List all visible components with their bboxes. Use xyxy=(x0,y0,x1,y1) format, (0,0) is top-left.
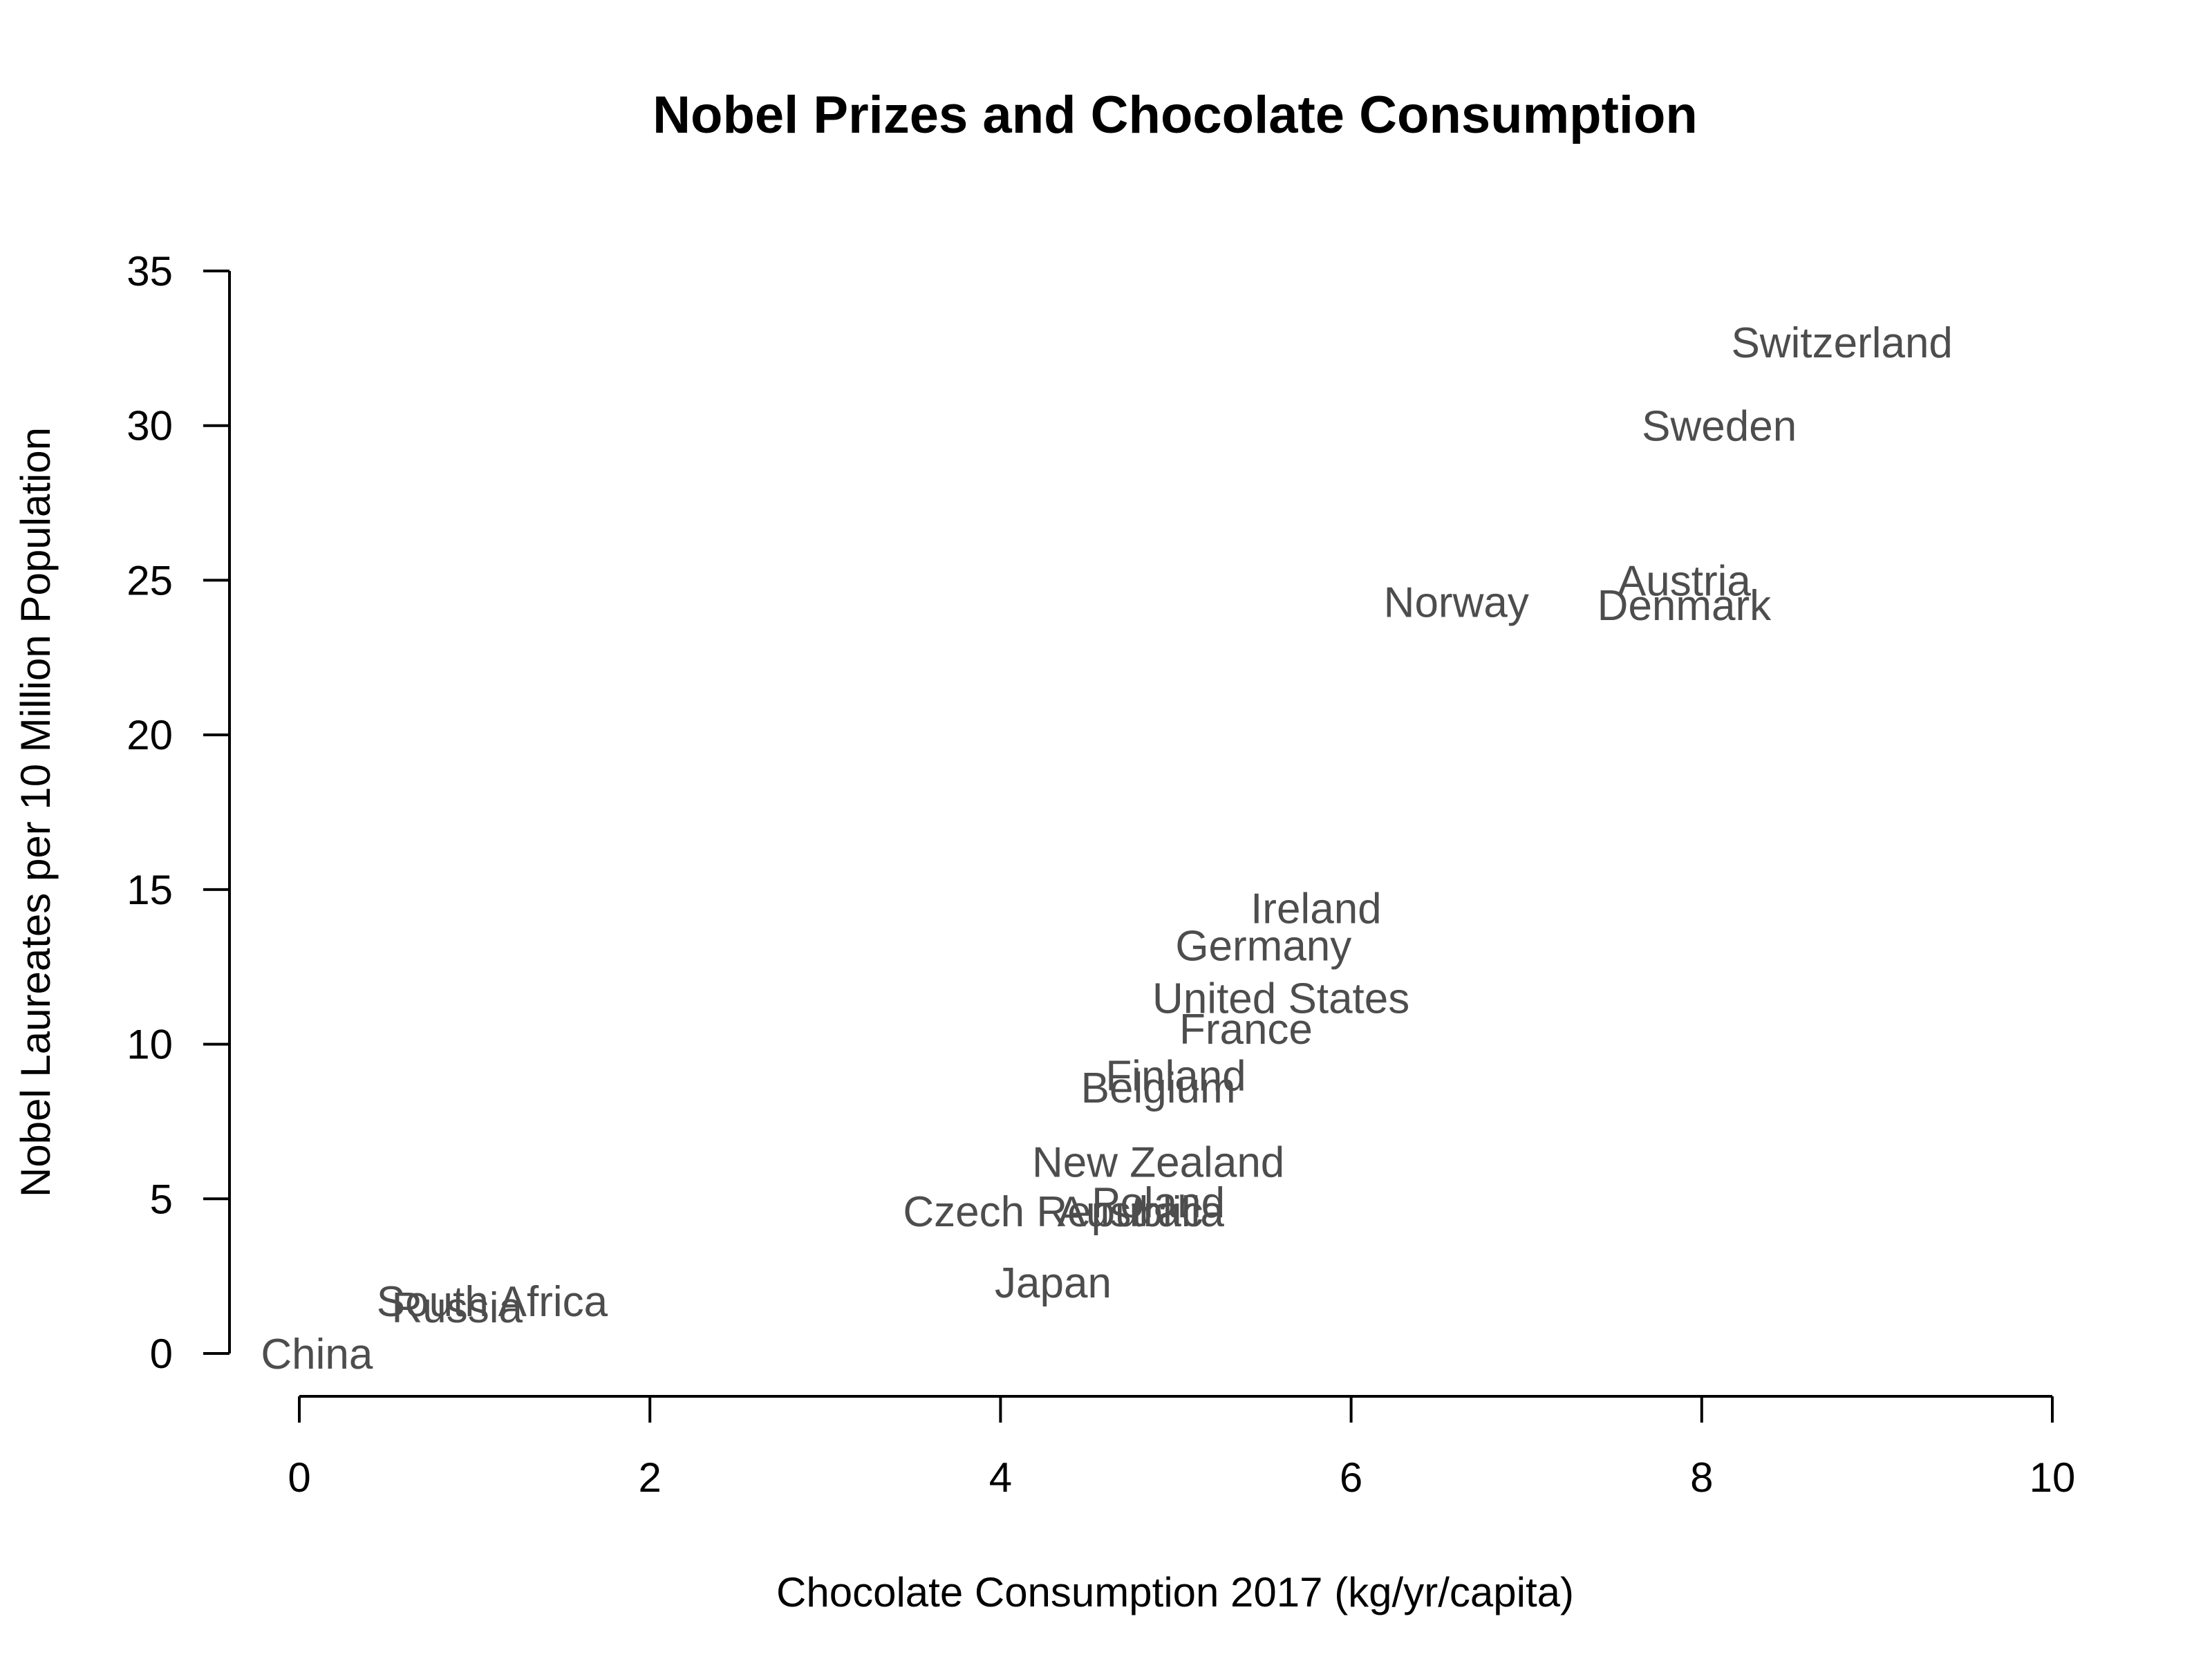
point-label: China xyxy=(261,1331,373,1378)
point-label: Poland xyxy=(1091,1179,1225,1227)
x-tick-label: 10 xyxy=(2030,1454,2076,1501)
point-label: Russia xyxy=(391,1284,523,1332)
x-tick-label: 6 xyxy=(1340,1454,1362,1501)
y-tick-label: 35 xyxy=(126,248,173,294)
point-label: Germany xyxy=(1175,922,1351,970)
y-tick-label: 30 xyxy=(126,403,173,449)
point-label: France xyxy=(1179,1006,1313,1053)
x-axis-label: Chocolate Consumption 2017 (kg/yr/capita… xyxy=(776,1569,1574,1615)
y-axis: 0 5 10 15 20 25 30 35 xyxy=(126,248,231,1377)
point-label: Sweden xyxy=(1642,403,1797,451)
point-label: Norway xyxy=(1384,579,1529,627)
point-label: Czech Republic xyxy=(903,1188,1203,1236)
point-label: Australia xyxy=(1058,1188,1225,1236)
point-label: South Africa xyxy=(377,1278,608,1326)
point-label: United States xyxy=(1152,975,1409,1022)
point-label: Switzerland xyxy=(1731,319,1952,367)
point-label: Denmark xyxy=(1597,582,1772,630)
point-label: Finland xyxy=(1105,1052,1246,1100)
point-label: Japan xyxy=(995,1259,1112,1307)
point-label: Ireland xyxy=(1250,885,1382,933)
x-tick-label: 0 xyxy=(288,1454,310,1501)
point-label: Austria xyxy=(1618,557,1751,605)
x-tick-label: 2 xyxy=(639,1454,662,1501)
y-tick-label: 10 xyxy=(126,1022,173,1068)
y-axis-label: Nobel Laureates per 10 Million Populatio… xyxy=(12,427,59,1197)
chart-title: Nobel Prizes and Chocolate Consumption xyxy=(653,86,1698,144)
y-tick-label: 25 xyxy=(126,557,173,603)
x-axis: 0 2 4 6 8 10 xyxy=(288,1395,2076,1501)
y-tick-label: 15 xyxy=(126,867,173,913)
point-label: New Zealand xyxy=(1032,1139,1284,1187)
y-tick-label: 5 xyxy=(150,1176,173,1222)
point-label: Belgium xyxy=(1081,1065,1236,1112)
y-tick-label: 20 xyxy=(126,712,173,758)
x-tick-label: 4 xyxy=(989,1454,1012,1501)
y-tick-label: 0 xyxy=(150,1331,173,1377)
x-tick-label: 8 xyxy=(1690,1454,1713,1501)
